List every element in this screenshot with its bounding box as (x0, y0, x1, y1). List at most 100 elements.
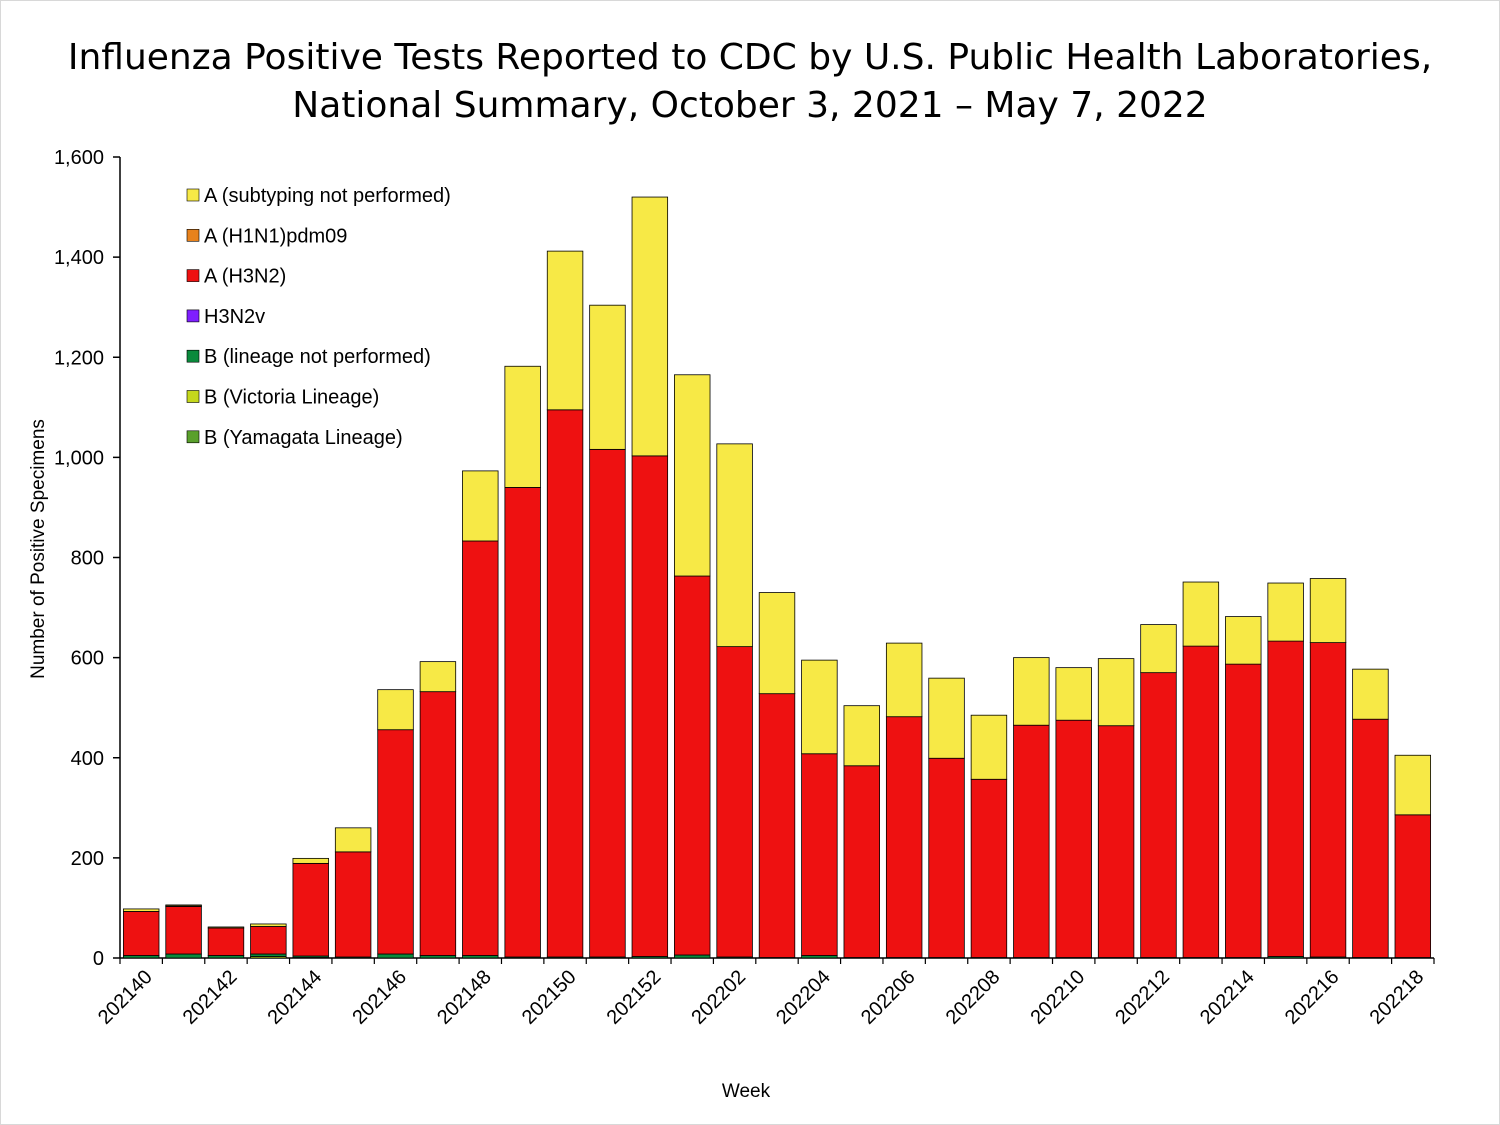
bar-segment (377, 689, 414, 731)
x-axis: 202140 202142 202144 202146 202148 202150 2021… (94, 957, 1435, 1029)
chart-title-line-1: Influenza Positive Tests Reported to CDC… (67, 37, 1433, 78)
x-tick-label: 202210 (1026, 966, 1089, 1029)
bar-segment (462, 540, 499, 956)
x-tick-label: 202152 (603, 966, 666, 1029)
bar-segment (1013, 724, 1050, 958)
bar-segment (334, 851, 372, 958)
bar-segment (885, 642, 923, 718)
bar-segment (1309, 642, 1347, 958)
bar-segment (928, 677, 965, 759)
bar-segment (674, 954, 711, 959)
bar-segment (377, 729, 414, 955)
bar-segment (207, 926, 245, 929)
x-tick-label: 202144 (264, 966, 327, 1029)
bar-segment (758, 592, 796, 695)
bar-segment (970, 714, 1008, 780)
bar-segment (250, 923, 287, 927)
legend-label: B (Victoria Lineage) (204, 387, 379, 409)
bar-segment (843, 705, 880, 767)
bar-segment (546, 250, 584, 411)
x-axis-title: Week (722, 1081, 771, 1102)
bar-segment (1352, 668, 1389, 720)
x-tick-label: 202206 (857, 966, 920, 1029)
bar-segment (1140, 624, 1177, 674)
y-tick-label: 400 (71, 748, 104, 770)
legend-swatch (186, 269, 200, 282)
legend: A (subtyping not performed) A (H1N1)pdm09… (186, 185, 451, 449)
y-tick-label: 200 (71, 848, 104, 870)
x-tick-label: 202140 (94, 966, 157, 1029)
legend-label: A (H1N1)pdm09 (204, 225, 347, 247)
bar-segment (716, 646, 753, 958)
bar-segment (758, 693, 796, 958)
bar-segment (207, 927, 245, 956)
bar-segment (631, 455, 669, 957)
bar-segment (504, 365, 541, 488)
legend-swatch (186, 309, 200, 323)
legend-label: B (Yamagata Lineage) (204, 427, 403, 449)
x-tick-label: 202142 (179, 966, 242, 1029)
bars (122, 196, 1432, 959)
bar-segment (801, 659, 838, 755)
y-axis: 0 200 400 600 800 1,000 1,200 1,400 1,600 (54, 147, 121, 970)
bar-segment (1055, 667, 1092, 721)
bar-segment (1097, 725, 1135, 958)
bar-segment (292, 857, 329, 864)
bar-segment (122, 911, 160, 956)
x-tick-label: 202150 (518, 966, 581, 1029)
x-tick-label: 202204 (772, 966, 835, 1029)
bar-segment (1182, 581, 1220, 647)
bar-segment (419, 691, 457, 956)
y-tick-label: 800 (71, 548, 104, 570)
bar-segment (589, 304, 626, 450)
bar-segment (1013, 657, 1050, 726)
bar-segment (1394, 754, 1432, 816)
x-tick-label: 202214 (1196, 966, 1259, 1029)
legend-swatch (186, 188, 200, 202)
bar-segment (419, 661, 457, 693)
bar-segment (1309, 578, 1347, 644)
bar-segment (1225, 663, 1262, 958)
legend-label: H3N2v (204, 306, 265, 328)
bar-segment (1055, 719, 1092, 958)
y-axis-title: Number of Positive Specimens (28, 419, 49, 679)
bar-segment (1182, 645, 1220, 958)
x-tick-label: 202202 (687, 966, 750, 1029)
y-tick-label: 1,600 (54, 147, 104, 169)
y-tick-label: 1,200 (54, 347, 104, 369)
x-tick-label: 202218 (1366, 966, 1429, 1029)
bar-segment (165, 953, 202, 959)
y-tick-label: 600 (71, 648, 104, 670)
bar-segment (1394, 814, 1432, 958)
bar-segment (970, 778, 1008, 958)
bar-segment (122, 908, 160, 912)
bar-segment (292, 862, 329, 957)
y-tick-label: 1,000 (54, 447, 104, 469)
bar-segment (928, 757, 965, 958)
bar-segment (334, 827, 372, 853)
legend-label: B (lineage not performed) (204, 346, 431, 368)
bar-segment (885, 716, 923, 958)
bar-segment (589, 448, 626, 958)
chart-title-line-2: National Summary, October 3, 2021 – May … (292, 85, 1208, 126)
legend-label: A (subtyping not performed) (204, 185, 451, 207)
y-tick-label: 1,400 (54, 247, 104, 269)
chart-title: Influenza Positive Tests Reported to CDC… (0, 34, 1500, 130)
bar-segment (674, 374, 711, 577)
legend-swatch (186, 229, 200, 242)
bar-segment (631, 196, 669, 457)
bar-segment (1267, 582, 1304, 642)
bar-segment (250, 926, 287, 955)
x-tick-label: 202146 (348, 966, 411, 1029)
bar-segment (165, 906, 202, 955)
bar-segment (1140, 672, 1177, 958)
legend-swatch (186, 390, 200, 403)
legend-swatch (186, 349, 200, 363)
x-tick-label: 202208 (942, 966, 1005, 1029)
bar-segment (1097, 658, 1135, 727)
legend-label: A (H3N2) (204, 266, 286, 288)
bar-segment (843, 765, 880, 958)
x-tick-label: 202148 (433, 966, 496, 1029)
x-tick-label: 202212 (1111, 966, 1174, 1029)
